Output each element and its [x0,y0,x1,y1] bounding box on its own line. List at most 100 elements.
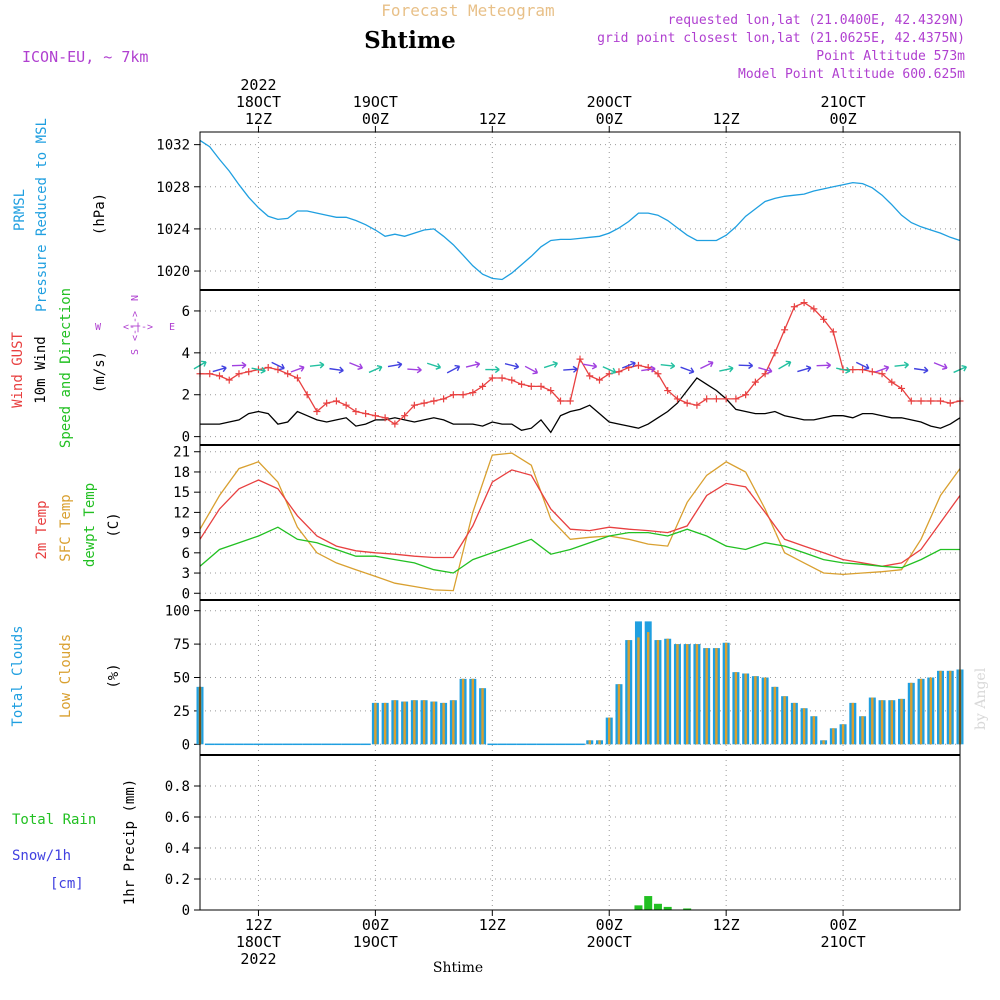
gust-marker [595,376,603,384]
requested-coords: requested lon,lat (21.0400E, 42.4329N) [668,13,965,28]
compass-arrow-h: <-|-> [123,322,153,333]
gust-marker [576,355,584,363]
pressure-ytick-label: 1024 [156,222,190,238]
wind-arrow-shape [543,360,558,369]
bottom-time-label: 18OCT [236,933,281,951]
low-cloud-bar [841,724,845,745]
wind-direction-arrow [738,361,754,370]
wind-arrow-shape [368,364,383,374]
precip-ytick-label: 0.8 [165,779,190,795]
wind-arrow-shape [251,366,266,374]
gust-marker [362,410,370,418]
rain-bar [644,896,653,910]
wind-direction-arrow [543,360,558,369]
wind-direction-arrow [271,361,285,371]
gust-marker [781,326,789,334]
gust-marker [683,399,691,407]
temperature-panel: 0 3 6 9 12 15 18 21 [173,445,961,602]
wind-arrow-shape [582,362,598,370]
temperature-ytick-label: 0 [182,586,190,602]
gust-marker [557,397,565,405]
temperature-ytick-label: 6 [182,546,190,562]
wind-direction-arrow [758,366,773,374]
low-cloud-bar [734,672,738,745]
low-cloud-bar [949,670,952,745]
pressure-side-labels: PRMSL Pressure Reduced to MSL (hPa) [12,118,108,312]
wind-direction-arrow [933,362,948,370]
gust-marker [878,370,886,378]
wind-arrow-shape [933,362,948,370]
gust-marker [722,395,730,403]
wind-direction-arrow [797,365,812,373]
wind-direction-arrow [855,361,870,371]
wind-arrow-shape [621,360,636,369]
wind-direction-arrow [621,360,636,369]
low-cloud-bar [383,702,387,745]
wind-arrow-shape [836,366,851,374]
temperature-ytick-label: 15 [173,485,190,501]
low-cloud-bar [452,700,455,745]
gust-marker [430,397,438,405]
gust-marker [937,397,945,405]
wind-ytick-label: 2 [182,388,190,404]
gust-marker [508,376,516,384]
wind-arrow-shape [816,361,832,369]
low-cloud-bar [900,698,903,745]
wind-ytick-label: 0 [182,430,190,446]
wind-side-labels: Wind GUST 10m Wind Speed and Direction (… [10,288,175,448]
pressure-label-line2: Pressure Reduced to MSL [34,118,50,312]
low-cloud-bar [851,702,855,745]
gust-marker [449,391,457,399]
gust-marker [693,401,701,409]
bottom-time-label: 00Z [830,916,857,934]
precip-ytick-label: 0.4 [165,841,190,857]
low-cloud-bar [754,676,757,745]
sfc-temp-line [199,452,961,592]
low-cloud-bar [374,702,377,745]
gust-marker [313,407,321,415]
gust-marker [849,366,857,374]
top-time-label: 00Z [596,110,623,128]
low-cloud-bar [871,697,874,745]
bottom-time-label: 2022 [240,950,276,968]
precip-unit: 1hr Precip (mm) [122,779,138,905]
gust-marker [547,387,555,395]
gust-marker [800,299,808,307]
gust-marker [907,397,915,405]
rain-bar [634,905,643,910]
low-clouds-label: Low Clouds [58,634,74,718]
gust-marker [284,370,292,378]
wind-arrow-shape [875,365,890,373]
low-cloud-bar [919,678,923,745]
wind-direction-arrow [212,365,227,373]
gust-marker [712,395,720,403]
wind-direction-arrow [680,366,695,375]
gust-marker [673,395,681,403]
snow-unit-legend: [cm] [50,876,84,892]
rain-legend: Total Rain [12,812,96,828]
clouds-ytick-label: 0 [182,737,190,753]
gust-marker [215,372,223,380]
gust-marker [927,397,935,405]
bottom-time-label: 12Z [245,916,272,934]
temperature-frame [199,444,961,601]
clouds-ytick-label: 75 [173,637,190,653]
gust-marker [732,395,740,403]
gust-marker [293,374,301,382]
bottom-time-label: 19OCT [353,933,398,951]
pressure-line [199,139,961,281]
temperature-ytick-label: 9 [182,526,190,542]
wind-ytick-label: 6 [182,304,190,320]
gust-marker [751,378,759,386]
wind-arrow-shape [797,365,812,373]
dewpt-line [199,526,960,574]
top-time-label: 00Z [830,110,857,128]
temp2m-label: 2m Temp [34,500,50,559]
gust-marker [381,414,389,422]
low-cloud-bar [656,640,660,745]
gust-marker [488,374,496,382]
low-cloud-bar [598,740,601,745]
pressure-ytick-label: 1032 [156,138,190,154]
wind-direction-arrow [485,366,500,374]
